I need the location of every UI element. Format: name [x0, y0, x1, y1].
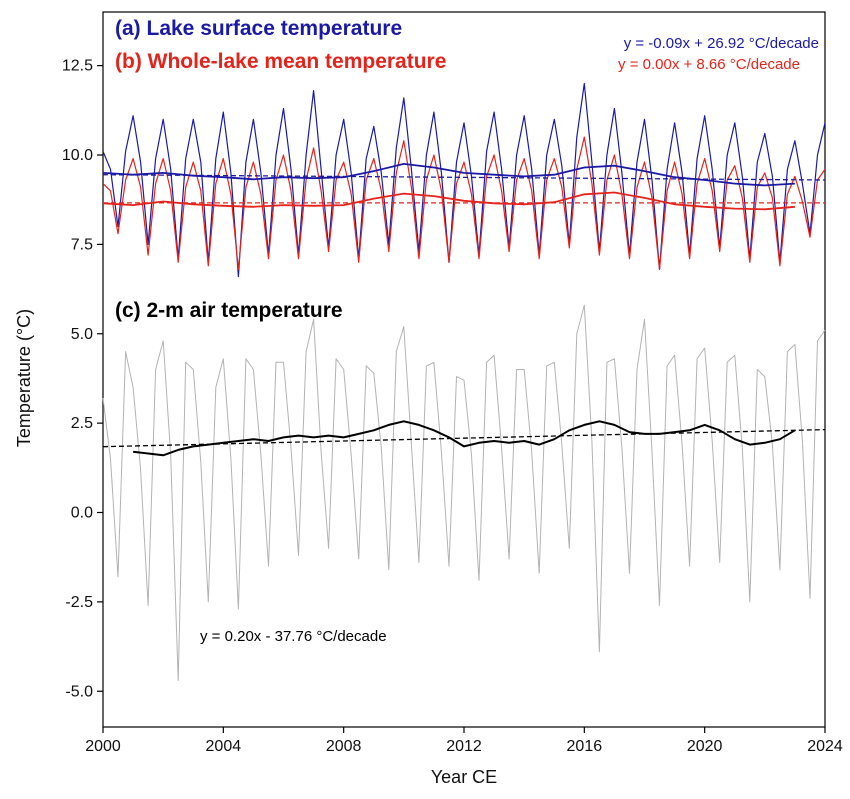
series-line-air-temperature: [102, 304, 826, 681]
equation-b: y = 0.00x + 8.66 °C/decade: [618, 56, 800, 73]
series-line-air-temperature-trend: [102, 428, 826, 448]
x-tick-label: 2020: [687, 738, 723, 755]
x-tick-label: 2000: [85, 738, 121, 755]
equation-c: y = 0.20x - 37.76 °C/decade: [200, 628, 387, 645]
equation-a: y = -0.09x + 26.92 °C/decade: [624, 35, 819, 52]
series-line-lake-surface-trend: [102, 174, 826, 181]
panel-c-title: (c) 2-m air temperature: [115, 299, 343, 322]
series-line-lake-surface-smooth: [102, 162, 795, 187]
y-tick-label: 10.0: [62, 147, 93, 164]
y-tick-label: 7.5: [71, 236, 93, 253]
y-tick-label: 12.5: [62, 58, 93, 75]
y-tick-label: 0.0: [71, 505, 93, 522]
x-tick-label: 2024: [807, 738, 843, 755]
plot-frame: [102, 11, 826, 728]
series-line-whole-lake-mean: [102, 136, 826, 270]
x-axis-label: Year CE: [431, 767, 497, 787]
series-layer: [102, 82, 826, 681]
x-tick-label: 2012: [446, 738, 482, 755]
series-line-whole-lake-mean-smooth: [102, 191, 795, 211]
y-tick-label: -2.5: [65, 594, 93, 611]
y-tick-label: -5.0: [65, 683, 93, 700]
axes-layer: -5.0 -2.5 0.0 2.5 5.0 7.5 10.0 12.5 2000 2004 2008…: [62, 58, 843, 755]
series-line-lake-surface: [102, 82, 826, 278]
panel-a-title: (a) Lake surface temperature: [115, 17, 402, 40]
y-axis-label: Temperature (°C): [14, 309, 34, 447]
y-tick-label: 2.5: [71, 415, 93, 432]
y-tick-label: 5.0: [71, 326, 93, 343]
series-line-air-temperature-smooth: [132, 420, 796, 457]
x-tick-label: 2004: [206, 738, 242, 755]
panel-b-title: (b) Whole-lake mean temperature: [115, 50, 446, 73]
x-tick-label: 2016: [567, 738, 603, 755]
x-tick-label: 2008: [326, 738, 362, 755]
